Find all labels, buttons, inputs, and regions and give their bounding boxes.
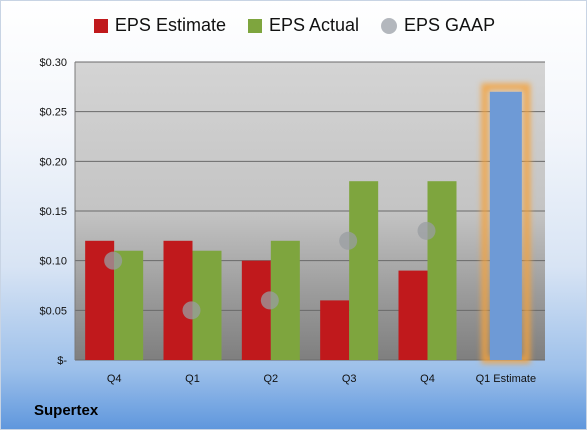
bar-eps-estimate [241, 260, 271, 360]
bar-eps-actual [349, 181, 379, 360]
company-name: Supertex [34, 402, 99, 419]
x-tick-label: Q4 [107, 373, 122, 385]
bar-eps-estimate [398, 270, 428, 360]
marker-eps-gaap [104, 251, 123, 270]
y-tick-label: $0.10 [39, 256, 67, 268]
bar-eps-estimate [320, 300, 350, 360]
marker-eps-gaap [417, 221, 436, 240]
y-tick-label: $0.30 [39, 57, 67, 69]
legend: EPS Estimate EPS Actual EPS GAAP [1, 15, 587, 36]
legend-label-gaap: EPS GAAP [404, 15, 496, 35]
y-tick-label: $0.05 [39, 305, 67, 317]
legend-item-gaap: EPS GAAP [381, 15, 495, 36]
x-tick-label: Q1 [185, 373, 200, 385]
marker-eps-gaap [339, 231, 358, 250]
legend-item-actual: EPS Actual [247, 15, 360, 36]
legend-swatch-actual [247, 18, 262, 33]
legend-label-estimate: EPS Estimate [114, 15, 226, 35]
x-tick-label: Q4 [420, 373, 435, 385]
y-tick-label: $- [57, 355, 67, 367]
bar-eps-estimate [163, 240, 193, 360]
legend-swatch-estimate [93, 18, 108, 33]
y-tick-label: $0.25 [39, 107, 67, 119]
bar-eps-actual [114, 250, 144, 360]
legend-label-actual: EPS Actual [268, 15, 360, 35]
marker-eps-gaap [182, 301, 201, 320]
x-tick-label: Q2 [263, 373, 278, 385]
y-tick-label: $0.20 [39, 156, 67, 168]
bar-eps-actual [427, 181, 457, 360]
y-tick-label: $0.15 [39, 206, 67, 218]
x-tick-label: Q3 [342, 373, 357, 385]
x-tick-label: Q1 Estimate [476, 373, 537, 385]
legend-swatch-gaap [381, 17, 398, 34]
bar-forecast [489, 91, 522, 361]
marker-eps-gaap [260, 291, 279, 310]
legend-item-estimate: EPS Estimate [93, 15, 226, 36]
